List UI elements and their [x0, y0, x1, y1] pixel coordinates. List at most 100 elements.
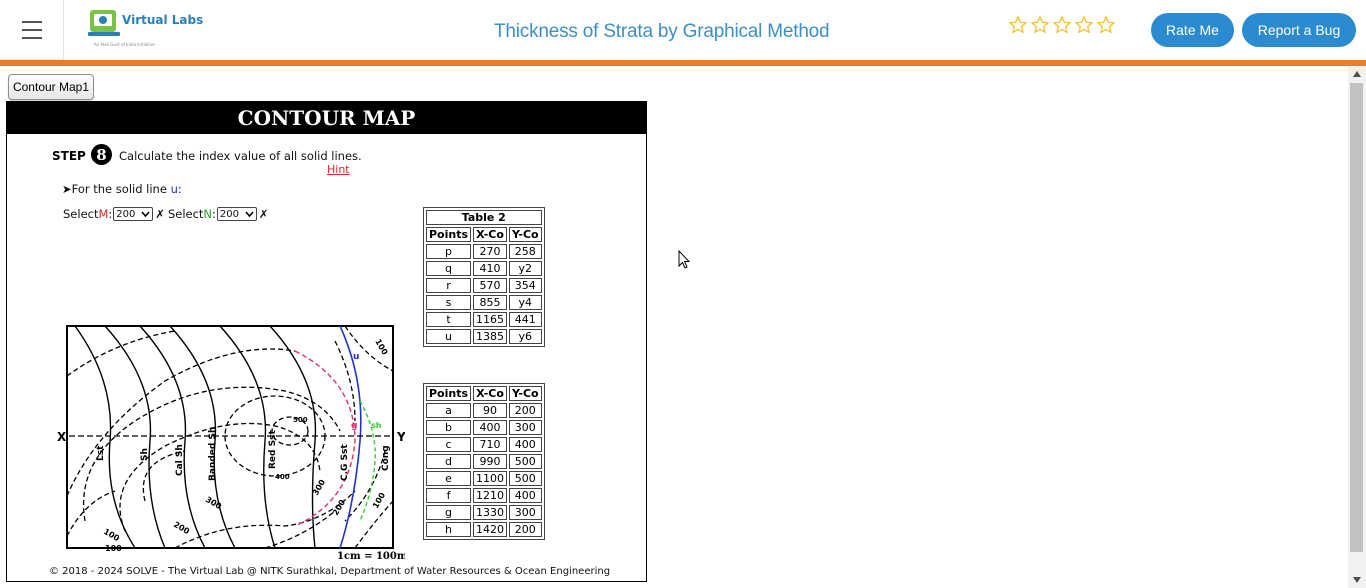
contour-map-diagram: X Y Lst Sh Cal Sh Banded Sh Red Sst C.G …: [57, 325, 405, 561]
hamburger-menu-button[interactable]: [0, 0, 64, 60]
step-label: STEP: [52, 149, 86, 163]
select-n-dropdown[interactable]: 200: [216, 207, 257, 221]
table-cell: f: [426, 488, 472, 503]
scroll-up-arrow-icon[interactable]: [1348, 66, 1366, 82]
table-cell: r: [426, 278, 472, 293]
table-cell: 300: [509, 420, 542, 435]
table-row: a 90 200: [426, 403, 542, 418]
table-cell: s: [426, 295, 472, 310]
table-caption: Table 2: [426, 210, 542, 225]
table-cell: 200: [509, 522, 542, 537]
select-m-letter: M: [98, 207, 109, 221]
table-row: d 990 500: [426, 454, 542, 469]
table-header: X-Co: [473, 227, 508, 242]
table-cell: 410: [473, 261, 508, 276]
contour-value: 400: [275, 473, 290, 481]
line-label-sh: sh: [371, 421, 382, 430]
contour-line: [174, 490, 356, 549]
table-cell: y4: [509, 295, 542, 310]
report-bug-button[interactable]: Report a Bug: [1242, 13, 1356, 47]
star-icon[interactable]: [1052, 15, 1072, 35]
strata-label: Sh: [140, 448, 150, 461]
table-cell: g: [426, 505, 472, 520]
table-cell: 990: [473, 454, 508, 469]
star-icon[interactable]: [1096, 15, 1116, 35]
rate-me-button[interactable]: Rate Me: [1151, 13, 1234, 47]
page-title: Thickness of Strata by Graphical Method: [494, 21, 830, 42]
strata-label: Cal Sh: [175, 444, 185, 476]
star-rating[interactable]: [1008, 15, 1116, 35]
table-cell: 1385: [473, 329, 508, 344]
solid-line-suffix: :: [177, 182, 182, 196]
contour-line: [66, 348, 296, 497]
blue-solid-line-u: [339, 325, 362, 549]
menu-bar-icon: [21, 28, 42, 31]
table-row: r 570 354: [426, 278, 542, 293]
table-cell: 570: [473, 278, 508, 293]
table-cell: 400: [509, 488, 542, 503]
table-cell: p: [426, 244, 472, 259]
virtual-labs-logo[interactable]: [88, 8, 168, 50]
table-cell: 90: [473, 403, 508, 418]
table-row: p 270 258: [426, 244, 542, 259]
x-axis-label: X: [57, 430, 67, 444]
select-m-dropdown[interactable]: 200: [113, 207, 154, 221]
header-accent-bar: [0, 60, 1366, 66]
table-2: Table 2 Points X-Co Y-Co p 270 258 q 410 y2 …: [423, 207, 545, 347]
vertical-scrollbar[interactable]: [1348, 66, 1366, 588]
table-header: Y-Co: [509, 227, 542, 242]
table-row: s 855 y4: [426, 295, 542, 310]
table-cell: 354: [509, 278, 542, 293]
logo-subtitle: An MoE Govt of India Initiative: [94, 42, 155, 47]
star-icon[interactable]: [1030, 15, 1050, 35]
scale-label: 1cm = 100m: [337, 551, 405, 561]
y-axis-label: Y: [396, 430, 405, 444]
table-row: h 1420 200: [426, 522, 542, 537]
contour-line: [344, 325, 394, 372]
tab-contour-map1[interactable]: Contour Map1: [8, 74, 94, 100]
table-row: g 1330 300: [426, 505, 542, 520]
contour-line: [66, 330, 176, 377]
contour-line: [142, 450, 186, 502]
contour-line: [334, 340, 356, 422]
table-cell: 200: [509, 403, 542, 418]
green-dashed-line: [359, 400, 376, 522]
table-cell: h: [426, 522, 472, 537]
strata-line: [219, 325, 276, 549]
contour-line: [344, 450, 386, 522]
table-cell: u: [426, 329, 472, 344]
line-label-u: u: [353, 352, 359, 362]
star-icon[interactable]: [1008, 15, 1028, 35]
table-cell: a: [426, 403, 472, 418]
table-header: Y-Co: [509, 386, 542, 401]
scroll-down-arrow-icon[interactable]: [1348, 572, 1366, 588]
select-n-letter: N: [203, 207, 213, 221]
table-row: e 1100 500: [426, 471, 542, 486]
table-row: u 1385 y6: [426, 329, 542, 344]
menu-bar-icon: [21, 20, 42, 23]
table-header: X-Co: [473, 386, 508, 401]
logo-text: Virtual Labs: [122, 13, 204, 27]
top-header: Virtual Labs An MoE Govt of India Initia…: [0, 0, 1366, 60]
table-cell: q: [426, 261, 472, 276]
mouse-cursor-icon: [678, 250, 690, 269]
table-header: Points: [426, 227, 472, 242]
wrong-mark-icon: ✗: [155, 207, 165, 221]
table-cell: t: [426, 312, 472, 327]
table-cell: y2: [509, 261, 542, 276]
strata-line: [74, 325, 136, 549]
contour-line: [66, 490, 116, 537]
table-row: c 710 400: [426, 437, 542, 452]
panel-heading: CONTOUR MAP: [7, 102, 646, 134]
table-cell: 1330: [473, 505, 508, 520]
strata-label: Cong: [381, 445, 391, 471]
scroll-thumb[interactable]: [1350, 83, 1363, 552]
menu-bar-icon: [21, 36, 42, 39]
table-cell: y6: [509, 329, 542, 344]
select-m-value: 200: [116, 208, 136, 220]
table-cell: 710: [473, 437, 508, 452]
hint-link[interactable]: Hint: [327, 163, 350, 176]
contour-line: [82, 386, 341, 522]
strata-labels: Lst Sh Cal Sh Banded Sh Red Sst C.G Sst …: [96, 427, 391, 481]
star-icon[interactable]: [1074, 15, 1094, 35]
